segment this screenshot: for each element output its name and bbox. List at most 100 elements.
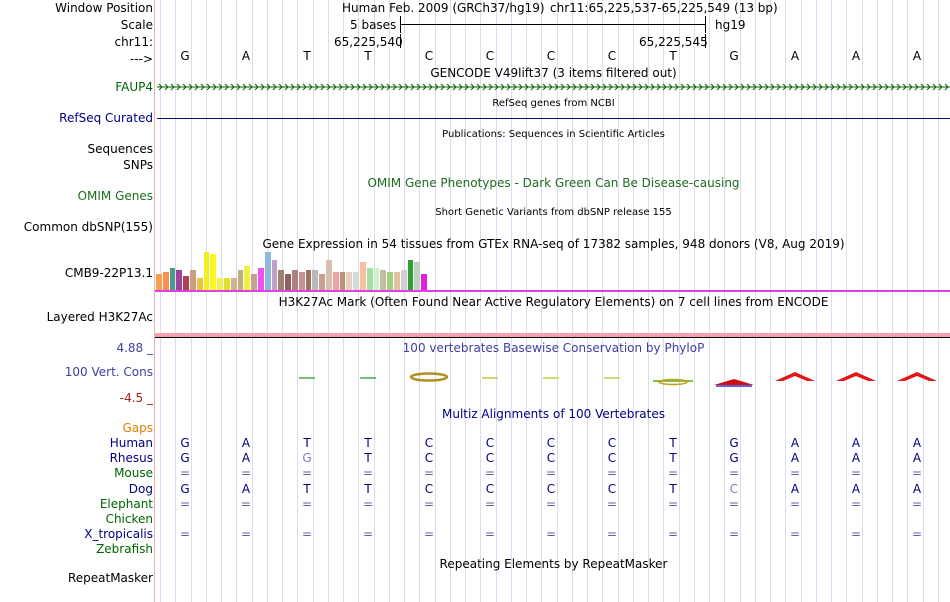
sequence-base[interactable]: T	[669, 49, 677, 63]
gtex-tissue-bar[interactable]	[156, 274, 162, 290]
publications-track-title[interactable]: Publications: Sequences in Scientific Ar…	[442, 129, 665, 140]
multiz-track-title[interactable]: Multiz Alignments of 100 Vertebrates	[441, 407, 666, 421]
cons-track-title[interactable]: 100 vertebrates Basewise Conservation by…	[402, 341, 705, 355]
gtex-track-title[interactable]: Gene Expression in 54 tissues from GTEx …	[262, 237, 845, 251]
sequence-base[interactable]: A	[912, 49, 922, 63]
omim-track-title[interactable]: OMIM Gene Phenotypes - Dark Green Can Be…	[367, 176, 740, 190]
cons-column-mark[interactable]	[836, 372, 876, 381]
cons-min-label: -4.5 _	[119, 391, 153, 405]
aligned-base: T	[303, 436, 311, 450]
sequence-base[interactable]: A	[241, 49, 251, 63]
gtex-tissue-bar[interactable]	[400, 270, 407, 290]
cons-column-mark[interactable]	[653, 378, 693, 386]
gaps-label[interactable]: Gaps	[122, 421, 153, 435]
publications-sequences-label[interactable]: Sequences	[87, 142, 153, 156]
refseq-gene-feature[interactable]	[157, 118, 950, 119]
species-label-zebrafish[interactable]: Zebrafish	[96, 542, 153, 557]
gtex-tissue-bar[interactable]	[373, 268, 380, 290]
sequence-base[interactable]: C	[485, 49, 495, 63]
gtex-tissue-bar[interactable]	[366, 268, 373, 290]
sequence-base[interactable]: G	[729, 49, 739, 63]
gtex-tissue-bar[interactable]	[319, 274, 325, 290]
h3k27ac-label[interactable]: Layered H3K27Ac	[46, 310, 153, 324]
species-label-human[interactable]: Human	[109, 436, 153, 450]
dbsnp-track-title[interactable]: Short Genetic Variants from dbSNP releas…	[435, 207, 672, 218]
dbsnp-label[interactable]: Common dbSNP(155)	[23, 220, 153, 234]
sequence-base[interactable]: C	[424, 49, 434, 63]
refseq-label[interactable]: RefSeq Curated	[59, 111, 153, 125]
cons-column-mark[interactable]	[409, 372, 449, 382]
gtex-tissue-bar[interactable]	[339, 272, 346, 290]
sequence-base[interactable]: G	[180, 49, 190, 63]
gtex-tissue-bar[interactable]	[183, 276, 189, 290]
gtex-tissue-bar[interactable]	[217, 278, 223, 290]
aligned-base: =	[789, 527, 801, 542]
gtex-tissue-bar[interactable]	[210, 254, 217, 290]
gtex-tissue-bar[interactable]	[203, 252, 210, 290]
gtex-tissue-bar[interactable]	[258, 268, 264, 290]
cons-column-mark[interactable]	[775, 372, 815, 381]
gtex-tissue-bar[interactable]	[251, 274, 257, 290]
gtex-tissue-bar[interactable]	[162, 272, 169, 290]
gencode-track-title[interactable]: GENCODE V49lift37 (3 items filtered out)	[430, 66, 677, 80]
strand-arrow-label[interactable]: --->	[129, 52, 153, 66]
cons-column-mark[interactable]	[714, 379, 754, 387]
gtex-tissue-bar[interactable]	[169, 268, 176, 290]
species-label-chicken[interactable]: Chicken	[105, 512, 153, 526]
gtex-tissue-bar[interactable]	[224, 278, 230, 290]
aligned-base: T	[669, 451, 677, 466]
gtex-tissue-bar[interactable]	[326, 260, 332, 290]
gtex-gene-label[interactable]: CMB9-22P13.1	[64, 266, 153, 280]
gtex-tissue-bar[interactable]	[264, 252, 271, 290]
gtex-tissue-bar[interactable]	[360, 262, 366, 290]
gtex-tissue-bar[interactable]	[230, 278, 237, 290]
grid-line	[618, 0, 619, 602]
faup4-gene-feature[interactable]	[157, 80, 950, 94]
gtex-tissue-bar[interactable]	[285, 274, 291, 290]
gtex-tissue-bar[interactable]	[298, 272, 305, 290]
gtex-tissue-bar[interactable]	[332, 272, 339, 290]
gtex-tissue-bar[interactable]	[196, 278, 203, 290]
sequence-base[interactable]: A	[790, 49, 800, 63]
h3k27ac-signal[interactable]	[155, 333, 950, 337]
sequence-base[interactable]: C	[546, 49, 556, 63]
species-label-dog[interactable]: Dog	[128, 481, 153, 496]
gtex-tissue-bar[interactable]	[305, 270, 312, 290]
gtex-tissue-bar[interactable]	[176, 270, 183, 290]
gtex-tissue-bar[interactable]	[346, 272, 353, 290]
repeat-track-title[interactable]: Repeating Elements by RepeatMasker	[439, 557, 668, 571]
cons-column-mark[interactable]	[897, 372, 937, 381]
species-label-x_tropicalis[interactable]: X_tropicalis	[84, 527, 153, 542]
gtex-tissue-bar[interactable]	[312, 270, 319, 290]
gtex-tissue-bar[interactable]	[407, 260, 414, 290]
gtex-tissue-bar[interactable]	[237, 270, 244, 290]
gtex-tissue-bar[interactable]	[380, 270, 387, 290]
gtex-tissue-bar[interactable]	[353, 272, 359, 290]
cons-label[interactable]: 100 Vert. Cons	[64, 365, 153, 379]
refseq-track-title[interactable]: RefSeq genes from NCBI	[492, 98, 615, 109]
omim-label[interactable]: OMIM Genes	[77, 189, 153, 203]
gtex-tissue-bar[interactable]	[414, 262, 421, 290]
gencode-gene-label[interactable]: FAUP4	[115, 80, 153, 94]
gtex-tissue-bar[interactable]	[271, 260, 278, 290]
gtex-tissue-bar[interactable]	[278, 270, 285, 290]
repeat-label[interactable]: RepeatMasker	[67, 571, 153, 585]
h3k27ac-track-title[interactable]: H3K27Ac Mark (Often Found Near Active Re…	[278, 295, 829, 309]
species-label-mouse[interactable]: Mouse	[114, 466, 153, 481]
gtex-tissue-bar[interactable]	[244, 266, 251, 290]
gtex-tissue-bar[interactable]	[190, 270, 196, 290]
gtex-tissue-bar[interactable]	[421, 274, 427, 290]
gtex-tissue-bar[interactable]	[394, 272, 400, 290]
sequence-base[interactable]: T	[364, 49, 372, 63]
sequence-base[interactable]: C	[607, 49, 617, 63]
gtex-tissue-bar[interactable]	[292, 270, 298, 290]
species-label-rhesus[interactable]: Rhesus	[109, 451, 153, 466]
sequence-base[interactable]: T	[303, 49, 311, 63]
aligned-base: G	[180, 451, 190, 466]
aligned-base: C	[546, 436, 556, 450]
species-label-elephant[interactable]: Elephant	[99, 496, 153, 511]
gtex-tissue-bar[interactable]	[387, 272, 393, 290]
sequence-base[interactable]: A	[851, 49, 861, 63]
publications-snps-label[interactable]: SNPs	[123, 158, 153, 172]
